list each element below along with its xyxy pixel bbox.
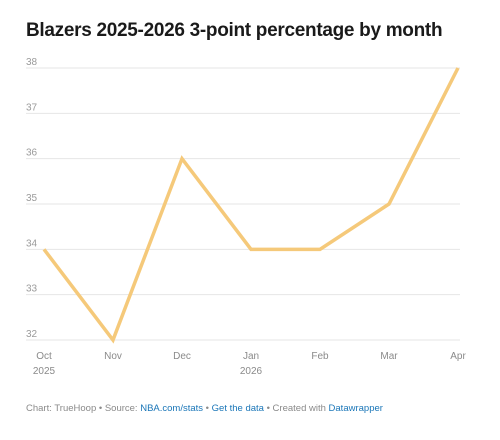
series-line-path bbox=[42, 67, 460, 344]
y-tick-label: 32 bbox=[26, 329, 38, 340]
y-tick-label: 33 bbox=[26, 284, 38, 295]
chart-footer: Chart: TrueHoop • Source: NBA.com/stats … bbox=[26, 403, 383, 414]
x-axis-ticks: Oct 2025 Nov Dec Jan 2026 Feb Mar Apr bbox=[33, 351, 467, 377]
x-tick-label: Jan bbox=[243, 351, 259, 362]
footer-created-with: • Created with bbox=[263, 403, 329, 414]
get-data-link[interactable]: Get the data bbox=[211, 403, 264, 414]
y-tick-label: 34 bbox=[26, 238, 38, 249]
chart-title: Blazers 2025-2026 3-point percentage by … bbox=[26, 20, 443, 41]
x-tick-year-label: 2026 bbox=[240, 366, 263, 377]
x-tick-label: Dec bbox=[173, 351, 191, 362]
x-tick-label: Nov bbox=[104, 351, 122, 362]
series-line bbox=[42, 67, 460, 344]
grid-lines bbox=[26, 67, 460, 341]
source-link[interactable]: NBA.com/stats bbox=[140, 403, 204, 414]
y-tick-label: 36 bbox=[26, 148, 38, 159]
datawrapper-link[interactable]: Datawrapper bbox=[328, 403, 383, 414]
footer-credit: Chart: TrueHoop • Source: bbox=[26, 403, 141, 414]
x-tick-label: Oct bbox=[36, 351, 52, 362]
footer-separator: • bbox=[203, 403, 212, 414]
y-tick-label: 35 bbox=[26, 193, 38, 204]
x-tick-year-label: 2025 bbox=[33, 366, 56, 377]
y-tick-label: 37 bbox=[26, 102, 38, 113]
y-tick-label: 38 bbox=[26, 57, 38, 68]
x-tick-label: Mar bbox=[380, 351, 398, 362]
x-tick-label: Apr bbox=[450, 351, 466, 362]
y-axis-ticks: 32 33 34 35 36 37 38 bbox=[26, 57, 38, 340]
x-tick-label: Feb bbox=[311, 351, 329, 362]
